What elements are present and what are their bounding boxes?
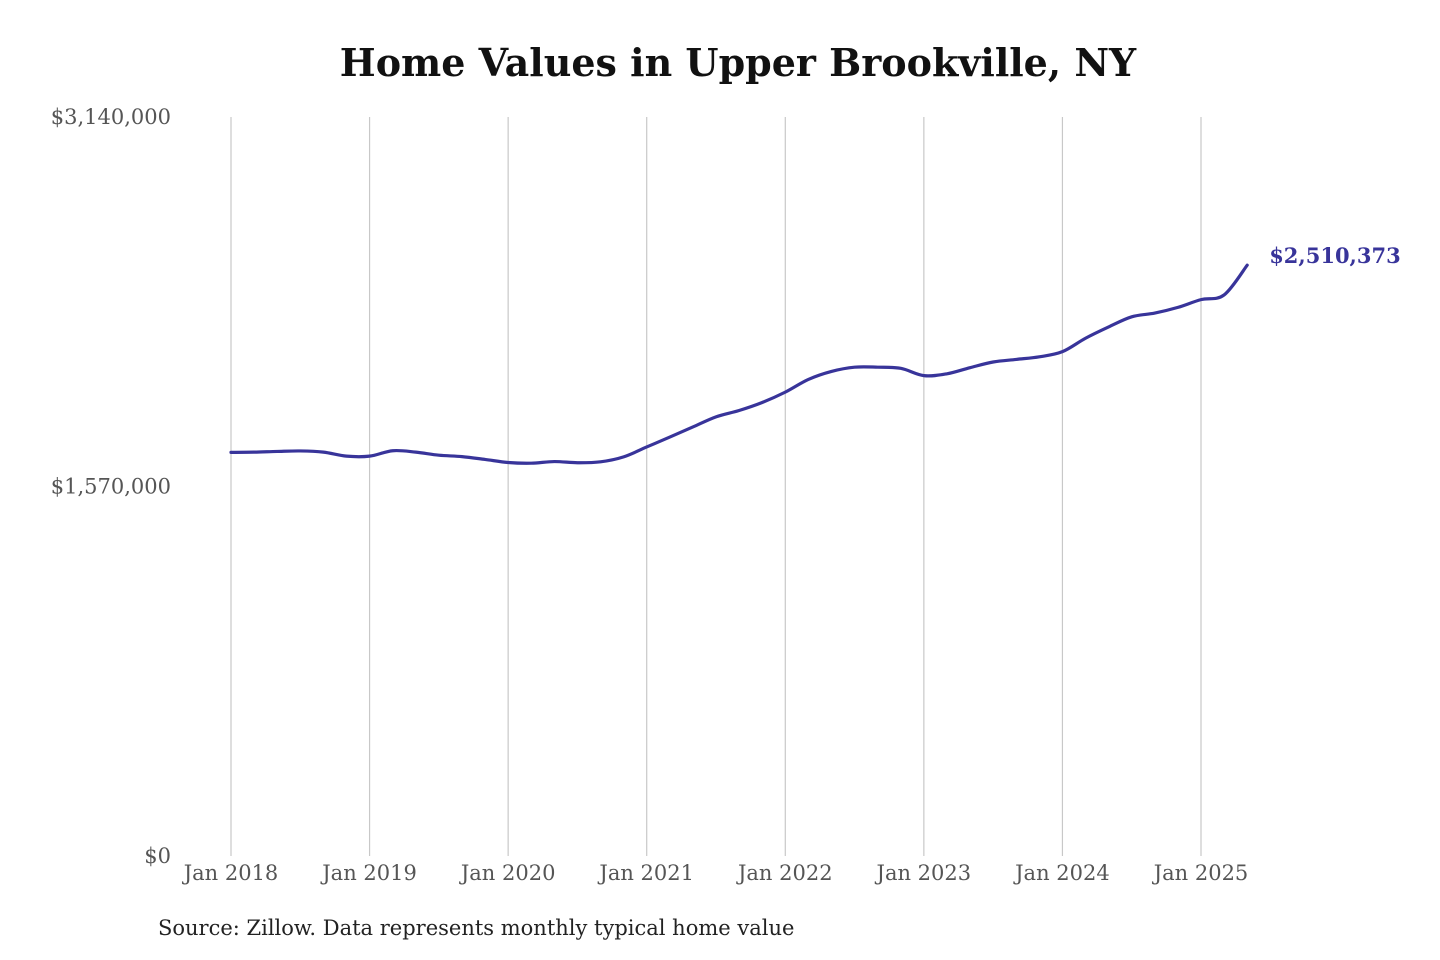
y-tick-label: $1,570,000 xyxy=(51,475,171,499)
x-tick-label: Jan 2020 xyxy=(459,861,556,885)
x-tick-label: Jan 2024 xyxy=(1013,861,1110,885)
end-value-label: $2,510,373 xyxy=(1269,243,1401,268)
x-tick-label: Jan 2019 xyxy=(320,861,417,885)
x-tick-label: Jan 2021 xyxy=(597,861,694,885)
x-tick-label: Jan 2018 xyxy=(182,861,279,885)
x-tick-label: Jan 2025 xyxy=(1152,861,1249,885)
x-tick-label: Jan 2022 xyxy=(736,861,833,885)
y-tick-label: $3,140,000 xyxy=(51,105,171,129)
y-tick-label: $0 xyxy=(144,844,171,868)
chart-source-note: Source: Zillow. Data represents monthly … xyxy=(158,916,795,940)
series-line xyxy=(229,263,1249,465)
chart-title: Home Values in Upper Brookville, NY xyxy=(339,40,1137,85)
x-tick-label: Jan 2023 xyxy=(875,861,972,885)
